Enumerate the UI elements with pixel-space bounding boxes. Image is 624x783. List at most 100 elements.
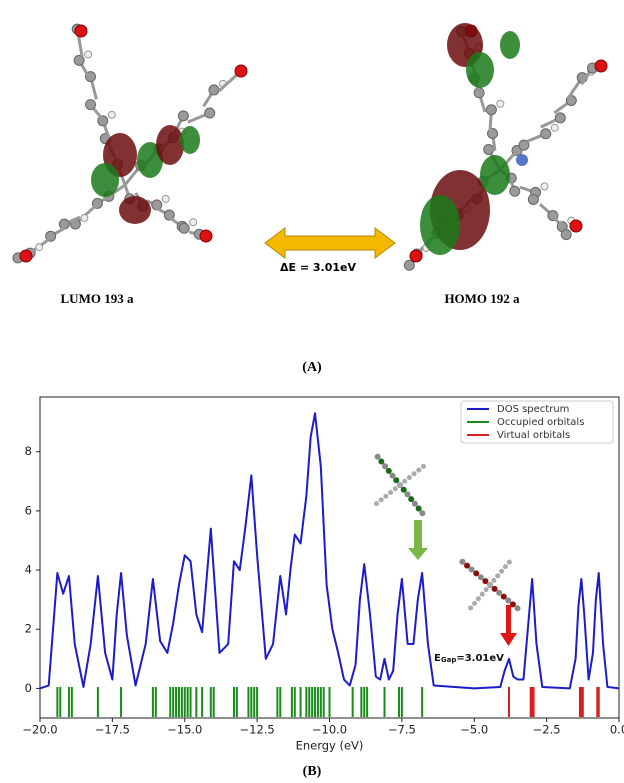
inset-atom	[421, 464, 426, 469]
x-tick-label: −7.5	[388, 723, 416, 737]
inset-atom	[398, 483, 403, 488]
inset-atom	[468, 605, 473, 610]
egap-text: =3.01eV	[456, 653, 504, 664]
inset-atom	[419, 510, 425, 516]
homo-label: HOMO 192 a	[444, 291, 520, 306]
inset-atom	[416, 505, 422, 511]
orbital-lobe	[480, 155, 510, 195]
o-atom	[20, 250, 32, 262]
h-atom	[36, 244, 43, 251]
legend-label: DOS spectrum	[497, 404, 569, 415]
orbital-lobe	[180, 126, 200, 154]
inset-atom	[382, 463, 388, 469]
x-tick-label: −12.5	[240, 723, 275, 737]
atom	[209, 85, 219, 95]
inset-atom	[459, 559, 465, 565]
egap-subscript: Gap	[441, 656, 456, 664]
panel-label: (A)	[302, 360, 322, 375]
orbital-lobe	[119, 196, 151, 224]
h-atom	[497, 100, 504, 107]
legend-label: Virtual orbitals	[497, 430, 570, 441]
red-arrow	[500, 605, 517, 646]
inset-atom	[472, 601, 477, 606]
x-tick-label: −10.0	[312, 723, 347, 737]
inset-atom	[378, 459, 384, 465]
atom	[74, 55, 84, 65]
inset-atom	[464, 563, 470, 569]
o-atom	[200, 230, 212, 242]
inset-atom	[505, 597, 511, 603]
atom	[404, 260, 414, 270]
inset-atom	[404, 491, 410, 497]
legend-label: Occupied orbitals	[497, 417, 584, 428]
atom	[541, 129, 551, 139]
atom	[561, 230, 571, 240]
inset-atom	[478, 574, 484, 580]
atom	[152, 200, 162, 210]
x-tick-label: 0.0	[610, 723, 624, 737]
orbital-lobe	[466, 52, 494, 88]
h-atom	[85, 51, 92, 58]
o-atom	[595, 60, 607, 72]
y-tick-label: 8	[25, 444, 32, 458]
dos-curve	[40, 413, 619, 688]
figure: ΔE = 3.01eV LUMO 193 a HOMO 192 a (A) (B…	[0, 0, 624, 783]
inset-atom	[469, 567, 475, 573]
inset-atom	[496, 590, 502, 596]
inset-atom	[393, 486, 398, 491]
inset-atom	[491, 578, 496, 583]
inset-atom	[412, 501, 418, 507]
inset-atom	[375, 454, 381, 460]
inset-atom	[499, 569, 504, 574]
inset-atom	[507, 560, 512, 565]
y-tick-label: 2	[25, 622, 32, 636]
page: html, body { margin: 0; padding: 0; back…	[0, 0, 624, 783]
n-atom	[516, 154, 528, 166]
o-atom	[410, 250, 422, 262]
double-arrow	[265, 228, 395, 258]
x-tick-label: −17.5	[95, 723, 130, 737]
orbital-lobe	[420, 195, 460, 255]
o-atom	[75, 25, 87, 37]
h-atom	[162, 195, 169, 202]
atom	[486, 105, 496, 115]
h-atom	[541, 183, 548, 190]
h-atom	[190, 219, 197, 226]
inset-atom	[401, 487, 407, 493]
atom	[484, 144, 494, 154]
atom	[86, 100, 96, 110]
orbital-lobe	[156, 125, 184, 165]
inset-atom	[407, 475, 412, 480]
inset-atom	[412, 471, 417, 476]
x-tick-label: −15.0	[167, 723, 202, 737]
inset-atom	[492, 586, 498, 592]
h-atom	[108, 111, 115, 118]
inset-atom	[390, 473, 396, 479]
inset-atom	[484, 587, 489, 592]
o-atom	[570, 220, 582, 232]
inset-atom	[473, 570, 479, 576]
x-axis-title: Energy (eV)	[296, 739, 364, 753]
x-tick-label: −2.5	[533, 723, 561, 737]
y-tick-label: 6	[25, 503, 32, 517]
atom	[179, 223, 189, 233]
panel-label: (B)	[303, 764, 322, 779]
atom	[510, 186, 520, 196]
o-atom	[235, 65, 247, 77]
y-tick-label: 0	[25, 681, 32, 695]
h-atom	[551, 124, 558, 131]
inset-atom	[388, 490, 393, 495]
egap-annotation: EGap=3.01eV	[434, 653, 504, 664]
inset-atom	[386, 468, 392, 474]
lumo-label: LUMO 193 a	[61, 291, 134, 306]
green-arrow	[408, 520, 428, 560]
inset-atom	[515, 605, 521, 611]
atom	[178, 111, 188, 121]
atom	[528, 194, 538, 204]
inset-atom	[503, 564, 508, 569]
plot-frame	[40, 397, 619, 718]
inset-atom	[374, 501, 379, 506]
inset-atom	[408, 496, 414, 502]
orbital-lobe	[91, 163, 119, 197]
